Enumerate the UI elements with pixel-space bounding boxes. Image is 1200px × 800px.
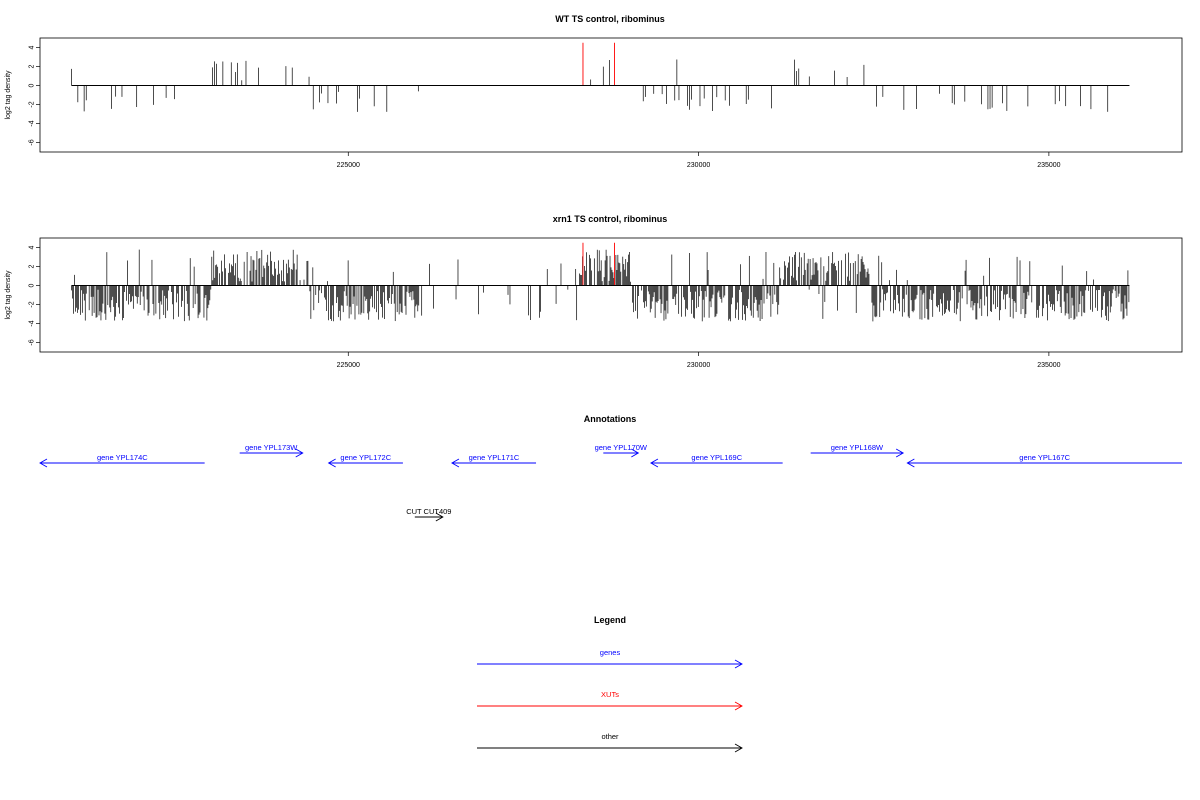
xrn1-coverage-panel: xrn1 TS control, ribominus log2 tag dens…: [5, 214, 1183, 369]
legend-title: Legend: [594, 615, 626, 625]
strand-arrowhead: [631, 448, 640, 458]
annotation-label: gene YPL172C: [340, 453, 391, 462]
annotations-title: Annotations: [584, 414, 637, 424]
annotation-label: gene YPL169C: [691, 453, 742, 462]
y-tick-label: -2: [29, 301, 36, 307]
strand-arrowhead: [650, 458, 659, 468]
annotation-label: gene YPL168W: [831, 443, 884, 452]
strand-arrowhead: [435, 512, 444, 522]
y-tick-label: 4: [29, 45, 36, 49]
strand-arrowhead: [295, 448, 304, 458]
annotation-features: gene YPL174C gene YPL173W gene YPL172C gene…: [39, 443, 1182, 522]
strand-arrowhead: [327, 458, 336, 468]
legend-label: XUTs: [601, 690, 619, 699]
y-tick-label: 0: [29, 283, 36, 287]
y-tick-label: -4: [29, 120, 36, 126]
annotation-label: gene YPL174C: [97, 453, 148, 462]
legend-arrowhead: [734, 701, 743, 711]
strand-arrowhead: [451, 458, 460, 468]
legend: Legend genes XUTs other: [477, 615, 743, 753]
annotation-label: gene YPL167C: [1019, 453, 1070, 462]
legend-label: genes: [600, 648, 621, 657]
x-tick-label: 225000: [337, 362, 360, 369]
annotation-label: gene YPL171C: [469, 453, 520, 462]
xrn1-y-axis: 4 2 0 -2 -4 -6: [29, 245, 40, 346]
y-tick-label: -2: [29, 101, 36, 107]
legend-label: other: [601, 732, 619, 741]
xrn1-plot-frame: [39, 237, 1183, 353]
y-tick-label: 2: [29, 264, 36, 268]
y-tick-label: -6: [29, 139, 36, 145]
x-tick-label: 235000: [1037, 162, 1060, 169]
wt-y-axis-label: log2 tag density: [5, 70, 12, 120]
xrn1-panel-title: xrn1 TS control, ribominus: [553, 214, 668, 224]
strand-arrowhead: [906, 458, 915, 468]
strand-arrowhead: [895, 448, 905, 458]
x-tick-label: 230000: [687, 162, 710, 169]
wt-panel-title: WT TS control, ribominus: [555, 14, 665, 24]
xrn1-signal-bars: [71, 242, 1130, 322]
wt-coverage-panel: WT TS control, ribominus log2 tag densit…: [5, 14, 1183, 169]
x-tick-label: 235000: [1037, 362, 1060, 369]
y-tick-label: 0: [29, 83, 36, 87]
xrn1-x-axis: 225000 230000 235000: [337, 352, 1061, 369]
strand-arrowhead: [39, 458, 48, 468]
legend-items: genes XUTs other: [477, 648, 743, 753]
wt-x-axis: 225000 230000 235000: [337, 152, 1061, 169]
annotation-label: gene YPL173W: [245, 443, 298, 452]
x-tick-label: 225000: [337, 162, 360, 169]
y-tick-label: -6: [29, 339, 36, 345]
legend-arrowhead: [734, 743, 743, 753]
wt-plot-frame: [39, 37, 1183, 153]
xrn1-y-axis-label: log2 tag density: [5, 270, 12, 320]
y-tick-label: 2: [29, 64, 36, 68]
wt-y-axis: 4 2 0 -2 -4 -6: [29, 45, 40, 146]
y-tick-label: 4: [29, 245, 36, 249]
wt-signal-bars: [71, 42, 1130, 112]
annotation-label: CUT CUT409: [406, 507, 451, 516]
x-tick-label: 230000: [687, 362, 710, 369]
y-tick-label: -4: [29, 320, 36, 326]
legend-arrowhead: [734, 659, 743, 669]
annotation-label: gene YPL170W: [595, 443, 648, 452]
